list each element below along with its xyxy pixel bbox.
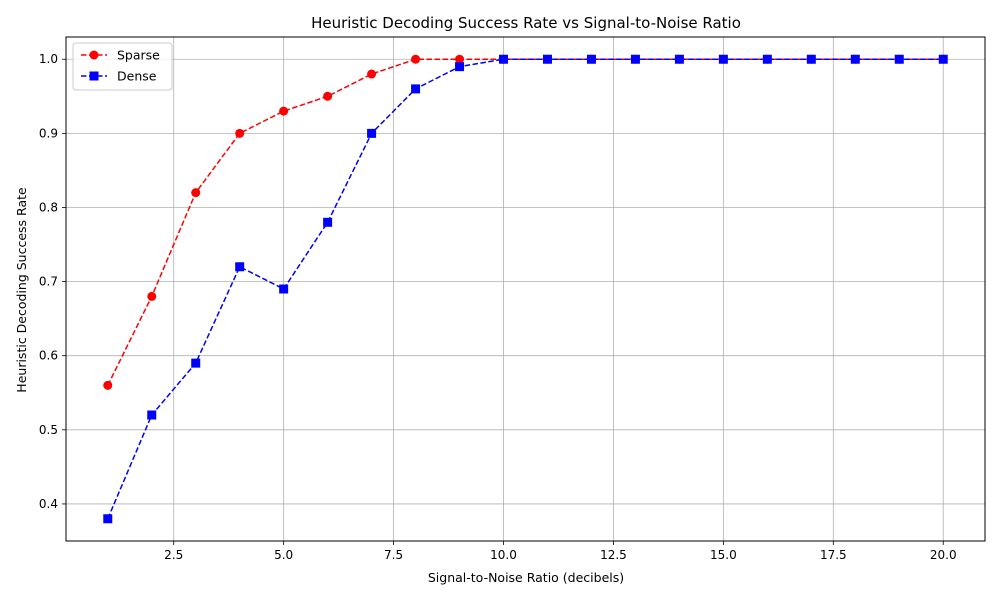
data-point-dense [894,54,904,64]
y-tick-label: 0.8 [39,200,58,214]
data-point-dense [279,284,289,294]
y-tick-label: 0.5 [39,423,58,437]
data-point-sparse [147,291,157,301]
y-axis-label: Heuristic Decoding Success Rate [14,187,29,393]
y-tick-label: 0.9 [39,126,58,140]
data-point-dense [938,54,948,64]
x-tick-label: 10.0 [490,548,517,562]
data-point-dense [718,54,728,64]
x-tick-label: 20.0 [930,548,957,562]
x-axis-label: Signal-to-Noise Ratio (decibels) [428,570,624,585]
legend-marker-sparse [89,50,99,60]
data-point-dense [323,217,333,227]
data-point-dense [806,54,816,64]
data-point-sparse [455,54,465,64]
series-line-dense [107,58,944,520]
series-layer [103,54,948,524]
y-tick-label: 0.7 [39,275,58,289]
data-point-dense [586,54,596,64]
data-point-dense [762,54,772,64]
data-point-dense [367,128,377,138]
legend: Sparse Dense [72,42,173,91]
data-point-dense [191,358,201,368]
data-point-dense [674,54,684,64]
y-tick-label: 0.4 [39,497,58,511]
data-point-dense [235,262,245,272]
data-point-dense [850,54,860,64]
data-point-sparse [323,91,333,101]
x-tick-label: 2.5 [164,548,183,562]
data-point-sparse [367,69,377,79]
y-tick-label: 0.6 [39,349,58,363]
y-tick-label: 1.0 [39,52,58,66]
legend-label-sparse: Sparse [117,48,160,63]
data-point-dense [542,54,552,64]
legend-label-dense: Dense [117,69,157,84]
data-point-sparse [235,128,245,138]
plot-frame [65,36,986,542]
x-tick-label: 12.5 [600,548,627,562]
data-point-sparse [411,54,421,64]
x-tick-label: 15.0 [710,548,737,562]
data-point-dense [455,62,465,72]
data-point-sparse [103,380,113,390]
data-point-dense [103,514,113,524]
data-point-sparse [191,188,201,198]
chart-title: Heuristic Decoding Success Rate vs Signa… [311,14,741,32]
y-axis-ticks: 0.4 0.5 0.6 0.7 0.8 0.9 1.0 [39,52,66,511]
data-point-dense [147,410,157,420]
data-point-sparse [279,106,289,116]
x-tick-label: 7.5 [384,548,403,562]
x-tick-label: 5.0 [274,548,293,562]
x-tick-label: 17.5 [820,548,847,562]
data-point-dense [499,54,509,64]
x-axis-ticks: 2.5 5.0 7.5 10.0 12.5 15.0 17.5 20.0 [164,541,957,562]
data-point-dense [630,54,640,64]
legend-marker-dense [89,71,99,81]
data-point-dense [411,84,421,94]
